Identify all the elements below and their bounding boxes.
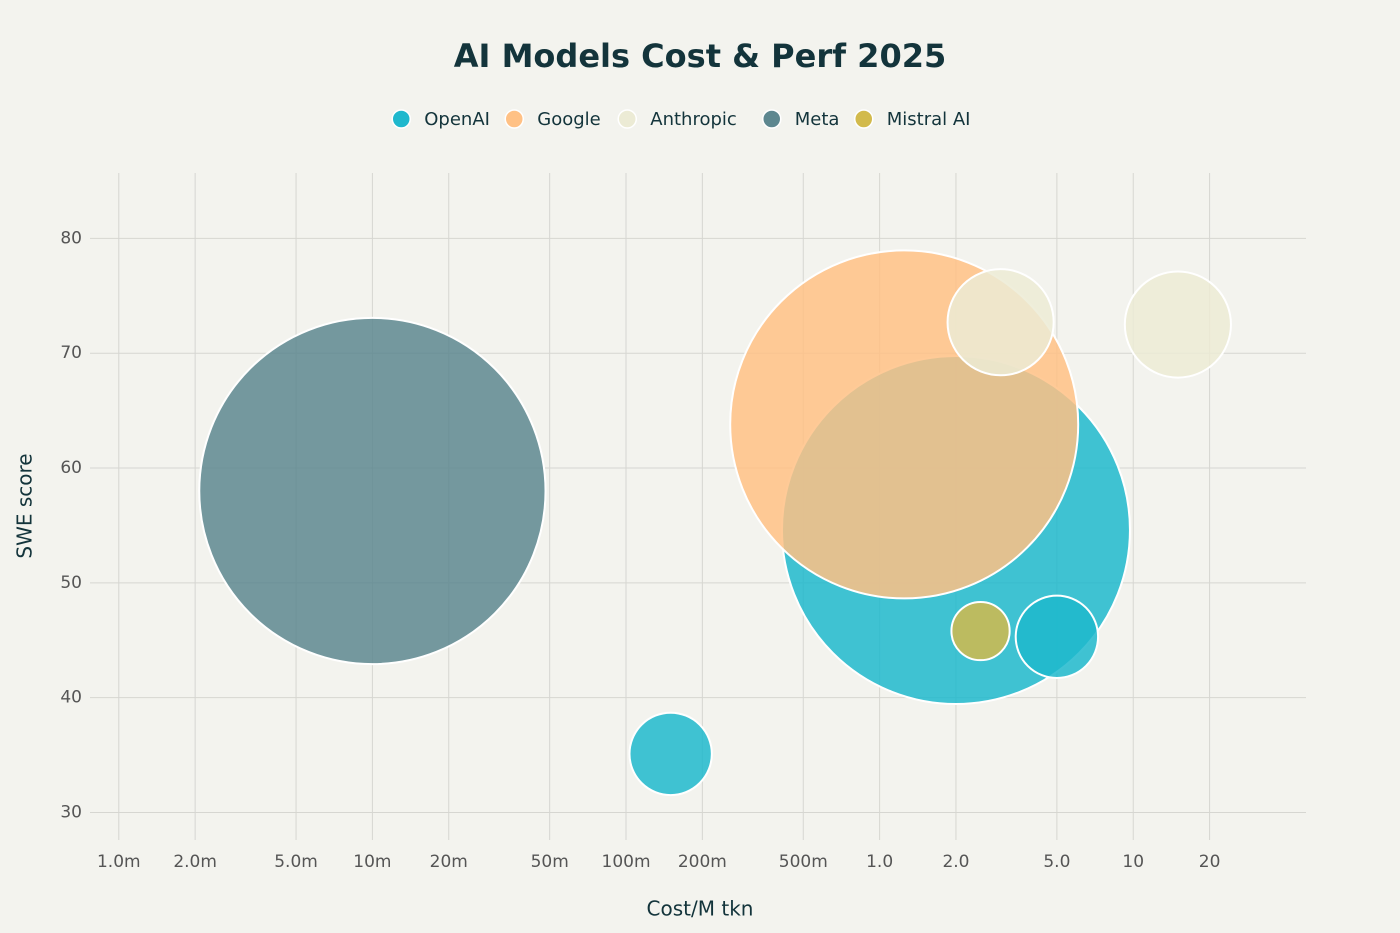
bubble (946, 268, 1055, 377)
legend-label: OpenAI (424, 109, 490, 130)
bubble (628, 711, 713, 797)
y-tick-label: 80 (60, 228, 82, 248)
x-tick-label: 1.0 (866, 852, 893, 872)
y-tick-label: 70 (60, 343, 82, 363)
x-tick-label: 5.0 (1043, 852, 1070, 872)
x-tick-label: 20m (430, 852, 468, 872)
legend-label: Google (537, 109, 600, 130)
chart-title: AI Models Cost & Perf 2025 (454, 37, 946, 75)
bubble (1014, 594, 1100, 679)
x-tick-label: 2.0m (173, 852, 217, 872)
y-tick-label: 30 (60, 802, 82, 822)
x-axis-label: Cost/M tkn (647, 897, 754, 921)
legend-marker (504, 109, 524, 129)
bubble (950, 600, 1011, 662)
legend-marker (854, 109, 874, 129)
x-tick-label: 20 (1199, 852, 1221, 872)
x-tick-label: 500m (779, 852, 828, 872)
y-tick-label: 40 (60, 688, 82, 708)
legend-label: Mistral AI (887, 109, 971, 130)
legend-label: Meta (795, 109, 840, 130)
x-tick-label: 1.0m (97, 852, 141, 872)
legend-label: Anthropic (650, 109, 737, 130)
bubble (198, 316, 547, 666)
legend-marker (762, 109, 782, 129)
x-tick-label: 5.0m (274, 852, 318, 872)
legend-marker (391, 109, 411, 129)
bubble (1123, 270, 1232, 379)
x-tick-label: 200m (678, 852, 727, 872)
x-tick-label: 100m (602, 852, 651, 872)
y-tick-label: 60 (60, 458, 82, 478)
x-tick-label: 2.0 (942, 852, 969, 872)
x-tick-label: 50m (531, 852, 569, 872)
y-tick-label: 50 (60, 573, 82, 593)
y-axis-label: SWE score (13, 453, 37, 558)
x-tick-label: 10m (353, 852, 391, 872)
legend-marker (617, 109, 637, 129)
x-tick-label: 10 (1122, 852, 1144, 872)
